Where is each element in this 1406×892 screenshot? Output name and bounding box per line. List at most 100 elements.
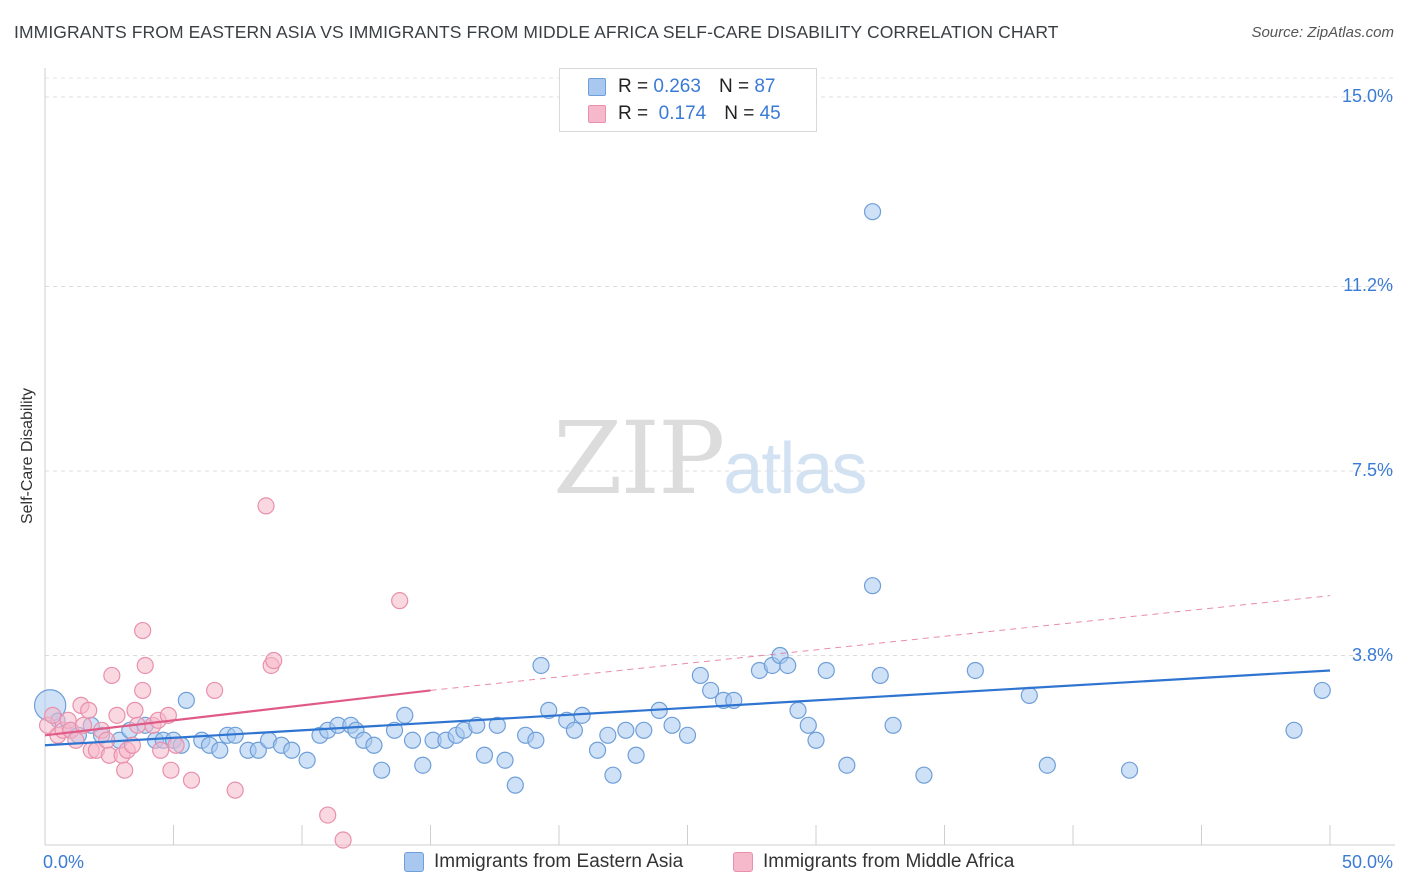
legend-swatch-middle-africa: [733, 852, 753, 872]
data-point-middle-africa: [134, 621, 152, 640]
legend-r-value: 0.263: [653, 76, 701, 97]
data-point-eastern-asia: [817, 661, 835, 680]
legend-item-middle-africa[interactable]: Immigrants from Middle Africa: [733, 851, 1014, 873]
data-point-eastern-asia: [298, 751, 316, 769]
trendline-eastern-asia: [44, 669, 1331, 747]
data-point-eastern-asia: [385, 721, 404, 739]
data-point-eastern-asia: [414, 756, 432, 774]
data-point-middle-africa: [136, 656, 154, 675]
stats-legend: R = 0.263 N = 87 R = 0.174 N = 45: [559, 68, 817, 132]
data-point-middle-africa: [167, 736, 185, 754]
data-point-middle-africa: [108, 706, 126, 724]
data-point-middle-africa: [162, 761, 180, 779]
data-point-eastern-asia: [488, 716, 506, 734]
data-point-eastern-asia: [1120, 761, 1139, 779]
data-point-middle-africa: [152, 741, 170, 759]
legend-swatch-eastern-asia: [588, 78, 606, 96]
legend-n-label: N =: [724, 103, 755, 124]
legend-n-value: 45: [759, 103, 781, 124]
legend-swatch-eastern-asia: [404, 852, 424, 872]
data-point-middle-africa: [126, 701, 144, 719]
watermark: ZIPatlas: [553, 400, 867, 517]
data-point-eastern-asia: [635, 721, 653, 739]
data-point-middle-africa: [391, 592, 409, 610]
data-point-middle-africa: [44, 706, 62, 724]
data-point-eastern-asia: [396, 706, 414, 724]
data-point-middle-africa: [67, 731, 85, 749]
data-point-middle-africa: [226, 781, 244, 799]
data-point-middle-africa: [116, 761, 134, 779]
data-point-eastern-asia: [565, 721, 584, 739]
chart-title: IMMIGRANTS FROM EASTERN ASIA VS IMMIGRAN…: [14, 22, 1059, 42]
data-point-eastern-asia: [403, 731, 422, 749]
legend-r-value: 0.174: [658, 103, 707, 124]
data-point-middle-africa: [80, 701, 98, 719]
series-legend: Immigrants from Eastern Asia Immigrants …: [0, 851, 1406, 877]
data-point-eastern-asia: [799, 716, 817, 734]
data-point-eastern-asia: [1020, 686, 1038, 705]
y-tick-label: 7.5%: [1351, 460, 1393, 480]
data-point-eastern-asia: [702, 681, 720, 700]
data-point-middle-africa: [257, 497, 275, 515]
legend-r-label: R =: [618, 76, 649, 97]
data-point-eastern-asia: [617, 721, 635, 739]
data-point-eastern-asia: [373, 761, 391, 779]
y-tick-label: 15.0%: [1341, 86, 1393, 106]
data-point-eastern-asia: [807, 731, 825, 749]
legend-n-value: 87: [754, 76, 776, 97]
data-point-eastern-asia: [527, 731, 545, 749]
legend-row-middle-africa: R = 0.174 N = 45: [588, 102, 781, 126]
data-point-middle-africa: [103, 666, 121, 685]
data-point-eastern-asia: [663, 716, 681, 734]
data-point-eastern-asia: [249, 741, 267, 759]
watermark-zip: ZIP: [553, 400, 725, 517]
legend-label-middle-africa: Immigrants from Middle Africa: [763, 851, 1015, 872]
data-point-eastern-asia: [588, 741, 607, 759]
data-point-eastern-asia: [604, 766, 622, 784]
x-tick-label: 0.0%: [43, 852, 85, 872]
data-point-middle-africa: [206, 681, 224, 700]
data-point-middle-africa: [182, 771, 201, 789]
data-point-middle-africa: [334, 831, 352, 849]
legend-row-eastern-asia: R = 0.263 N = 87: [588, 75, 775, 99]
data-point-eastern-asia: [966, 661, 984, 680]
data-point-eastern-asia: [211, 741, 229, 759]
data-point-eastern-asia: [496, 751, 514, 769]
data-point-eastern-asia: [779, 656, 797, 675]
data-point-eastern-asia: [838, 756, 856, 774]
data-point-eastern-asia: [1285, 721, 1303, 739]
data-point-middle-africa: [319, 806, 337, 824]
trendline-middle-africa: [44, 689, 431, 737]
data-point-eastern-asia: [475, 746, 494, 764]
data-point-middle-africa: [134, 681, 152, 700]
y-tick-label: 11.2%: [1343, 275, 1393, 296]
trendline-middle-africa-extended: [430, 595, 1331, 691]
watermark-atlas: atlas: [723, 429, 867, 509]
data-point-eastern-asia: [789, 701, 807, 719]
y-tick-label: 3.8%: [1351, 644, 1393, 665]
data-point-middle-africa: [159, 706, 177, 724]
data-point-eastern-asia: [283, 741, 301, 759]
legend-n-label: N =: [718, 76, 750, 97]
data-point-eastern-asia: [884, 716, 902, 734]
legend-swatch-middle-africa: [588, 105, 606, 123]
data-point-eastern-asia: [599, 726, 617, 744]
legend-r-label: R =: [618, 103, 649, 124]
source-label: Source: ZipAtlas.com: [1251, 24, 1394, 41]
data-point-eastern-asia: [863, 203, 882, 221]
data-point-eastern-asia: [678, 726, 697, 744]
legend-item-eastern-asia[interactable]: Immigrants from Eastern Asia: [404, 851, 683, 873]
data-point-eastern-asia: [1038, 756, 1056, 774]
data-point-eastern-asia: [863, 577, 882, 595]
data-point-eastern-asia: [915, 766, 933, 784]
data-point-eastern-asia: [532, 656, 550, 675]
data-point-eastern-asia: [365, 736, 383, 754]
data-point-eastern-asia: [627, 746, 645, 764]
legend-label-eastern-asia: Immigrants from Eastern Asia: [434, 851, 684, 872]
data-point-eastern-asia: [1313, 681, 1331, 700]
data-point-eastern-asia: [506, 776, 524, 794]
data-point-middle-africa: [265, 651, 283, 670]
data-point-eastern-asia: [691, 666, 709, 685]
data-point-eastern-asia: [540, 701, 558, 719]
